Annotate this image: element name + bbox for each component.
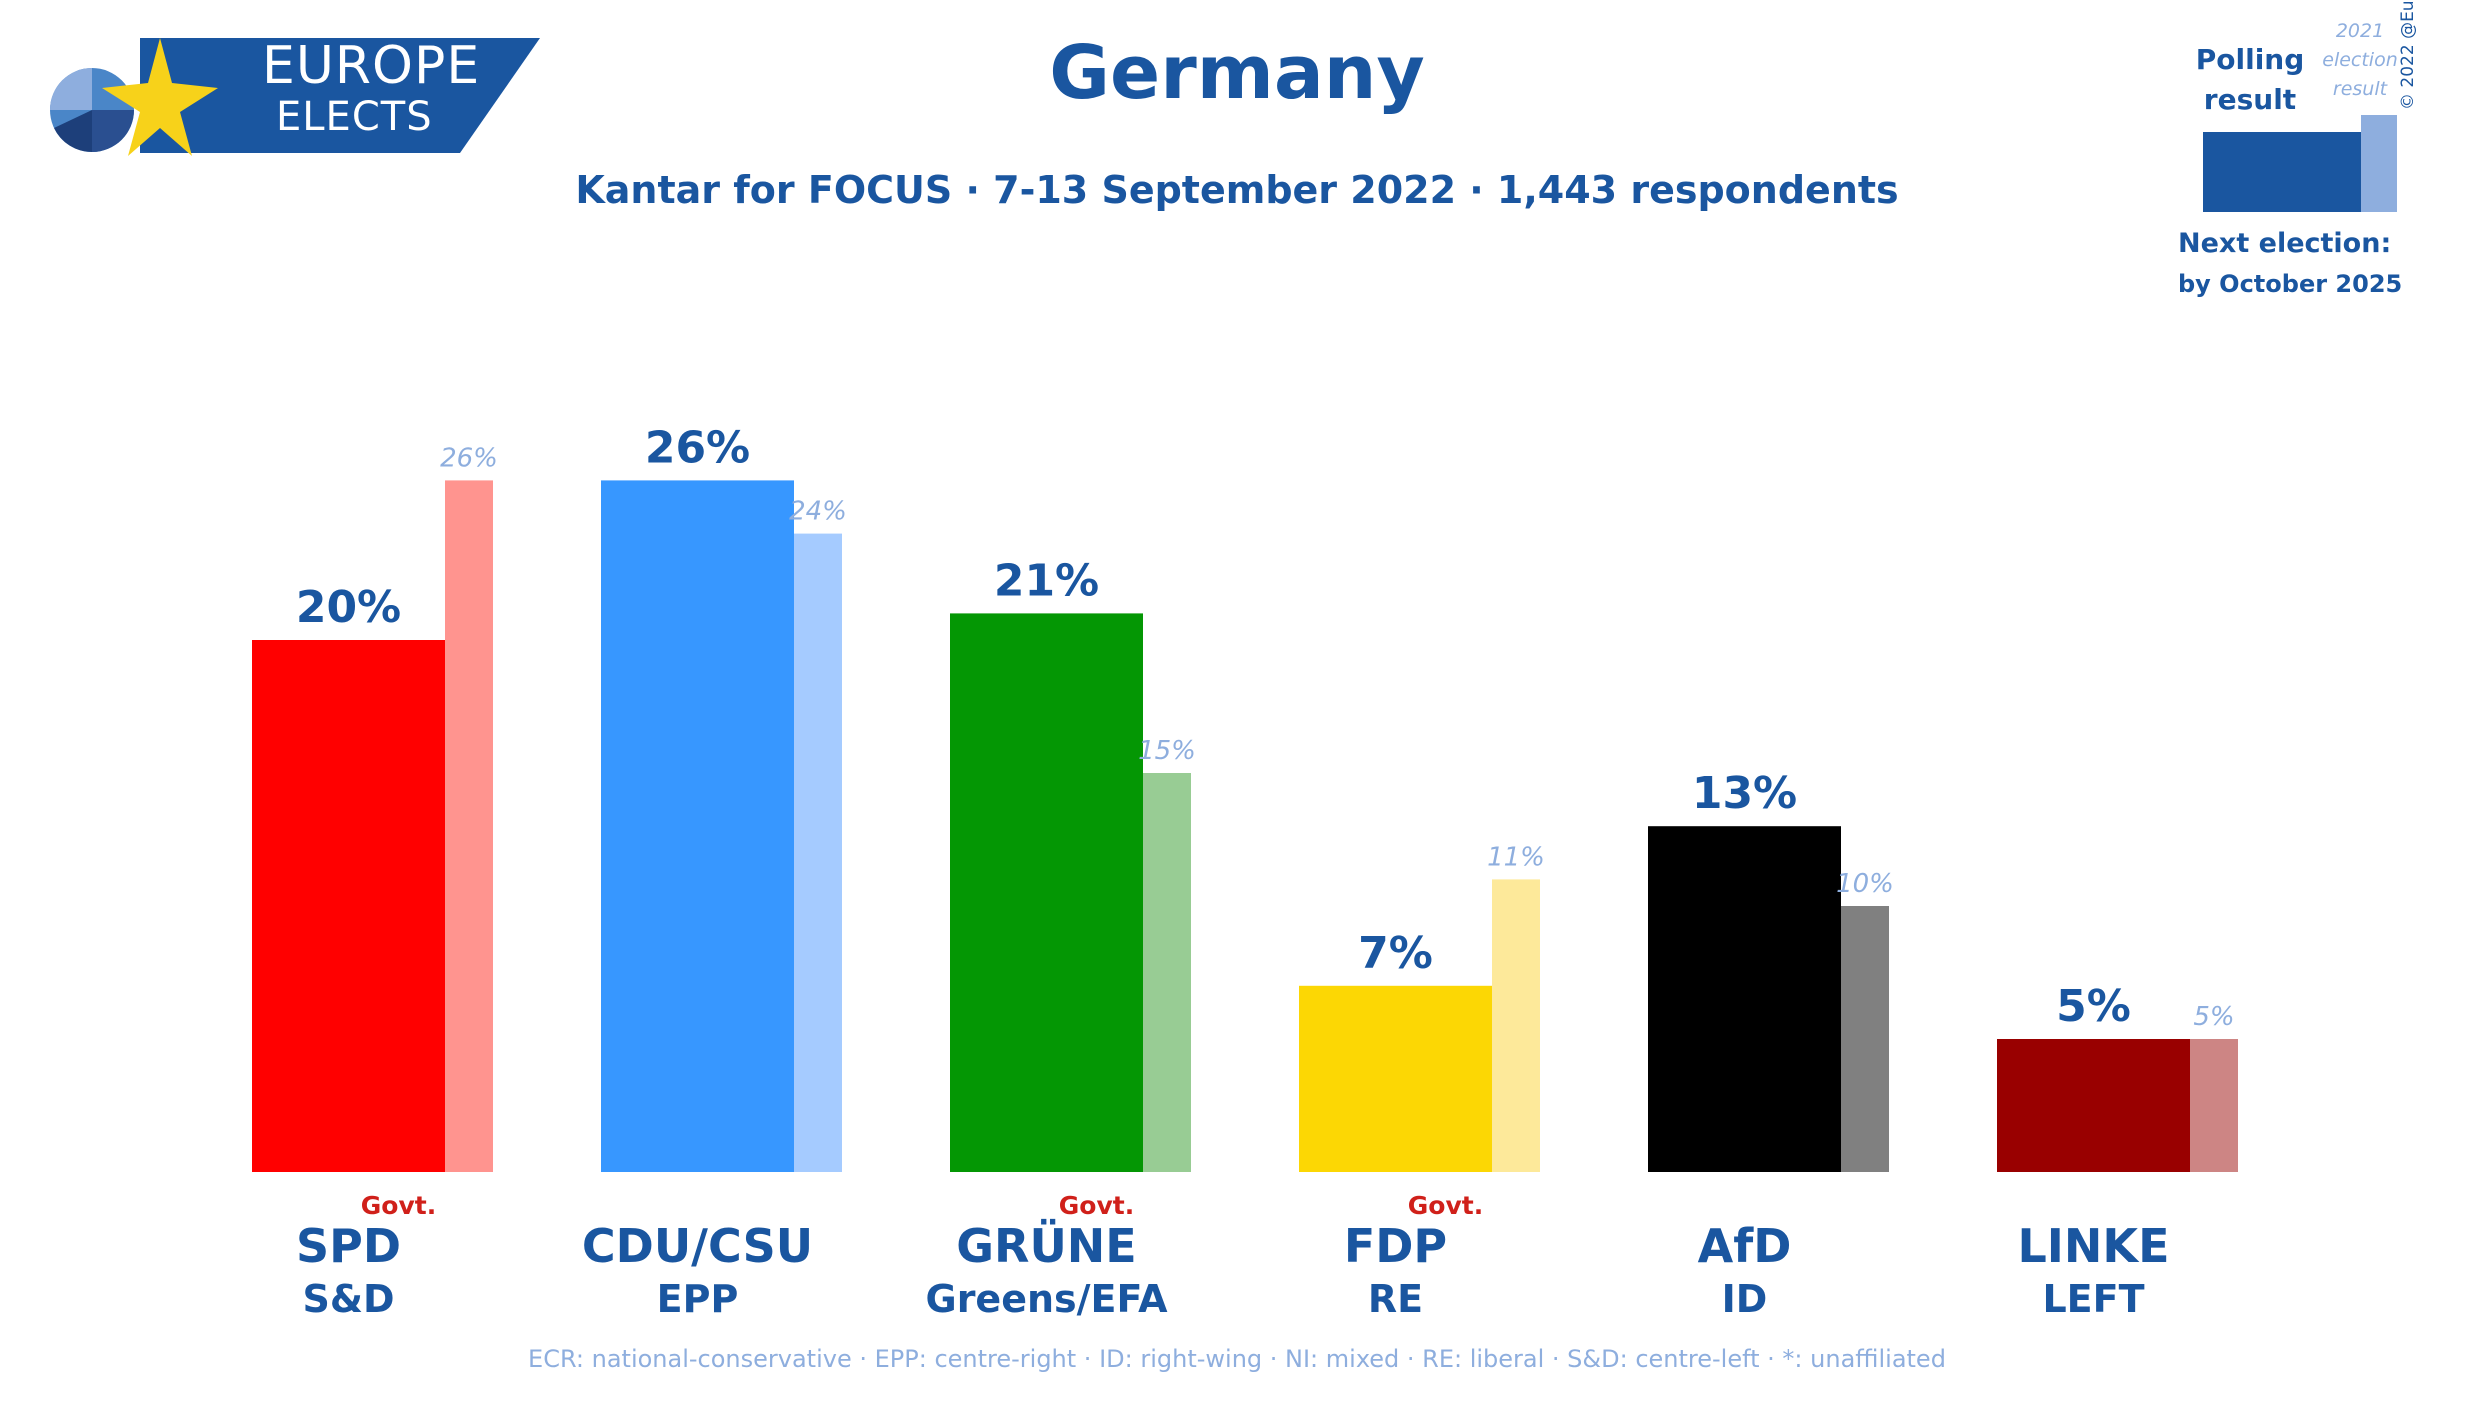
bar-poll-5: [1997, 1039, 2190, 1172]
prev-value-label-5: 5%: [2193, 1002, 2234, 1032]
party-name-5: LINKE: [2018, 1219, 2170, 1273]
govt-label-0: Govt.: [361, 1191, 436, 1220]
govt-label-3: Govt.: [1408, 1191, 1483, 1220]
logo-line2: ELECTS: [276, 94, 433, 140]
prev-value-label-1: 24%: [789, 497, 847, 527]
prev-value-label-2: 15%: [1138, 736, 1196, 766]
prev-value-label-3: 11%: [1487, 842, 1545, 872]
prev-value-label-4: 10%: [1836, 869, 1894, 899]
bar-poll-1: [601, 480, 794, 1172]
value-label-2: 21%: [994, 555, 1099, 606]
bar-prev-2: [1143, 773, 1191, 1172]
logo-line1: EUROPE: [262, 36, 481, 96]
next-election-label: Next election:: [2178, 228, 2392, 259]
bar-prev-1: [794, 533, 842, 1172]
bar-prev-3: [1492, 879, 1540, 1172]
party-group-5: LEFT: [2042, 1277, 2144, 1321]
page-subtitle: Kantar for FOCUS · 7-13 September 2022 ·…: [575, 168, 1899, 212]
value-label-3: 7%: [1358, 928, 1433, 979]
value-label-1: 26%: [645, 422, 750, 473]
legend-poll-swatch: [2203, 132, 2361, 212]
value-label-0: 20%: [296, 582, 401, 633]
govt-label-2: Govt.: [1059, 1191, 1134, 1220]
legend: Polling result 2021 election result: [2170, 15, 2470, 315]
europe-elects-logo: EUROPE ELECTS: [40, 28, 560, 158]
party-name-1: CDU/CSU: [582, 1219, 813, 1273]
bar-poll-4: [1648, 826, 1841, 1172]
footnote: ECR: national-conservative · EPP: centre…: [528, 1345, 1946, 1373]
page-title: Germany: [1049, 30, 1425, 116]
next-election-value: by October 2025: [2178, 270, 2403, 298]
party-group-2: Greens/EFA: [926, 1277, 1169, 1321]
party-group-4: ID: [1722, 1277, 1768, 1321]
party-name-2: GRÜNE: [956, 1219, 1136, 1273]
party-name-3: FDP: [1344, 1219, 1447, 1273]
party-group-0: S&D: [302, 1277, 394, 1321]
prev-value-label-0: 26%: [440, 443, 498, 473]
legend-prev-label: 2021 election result: [2322, 20, 2398, 100]
logo-graphic: [50, 38, 540, 156]
value-label-5: 5%: [2056, 981, 2131, 1032]
party-group-1: EPP: [657, 1277, 739, 1321]
bar-prev-5: [2190, 1039, 2238, 1172]
bar-poll-3: [1299, 985, 1492, 1172]
bar-poll-0: [252, 640, 445, 1172]
party-group-3: RE: [1368, 1277, 1423, 1321]
bar-prev-4: [1841, 906, 1889, 1172]
party-name-4: AfD: [1698, 1219, 1792, 1273]
bar-prev-0: [445, 480, 493, 1172]
value-label-4: 13%: [1692, 768, 1797, 819]
legend-poll-label: Polling result: [2195, 43, 2305, 116]
party-name-0: SPD: [296, 1219, 401, 1273]
bar-poll-2: [950, 613, 1143, 1172]
legend-prev-swatch: [2361, 115, 2397, 212]
